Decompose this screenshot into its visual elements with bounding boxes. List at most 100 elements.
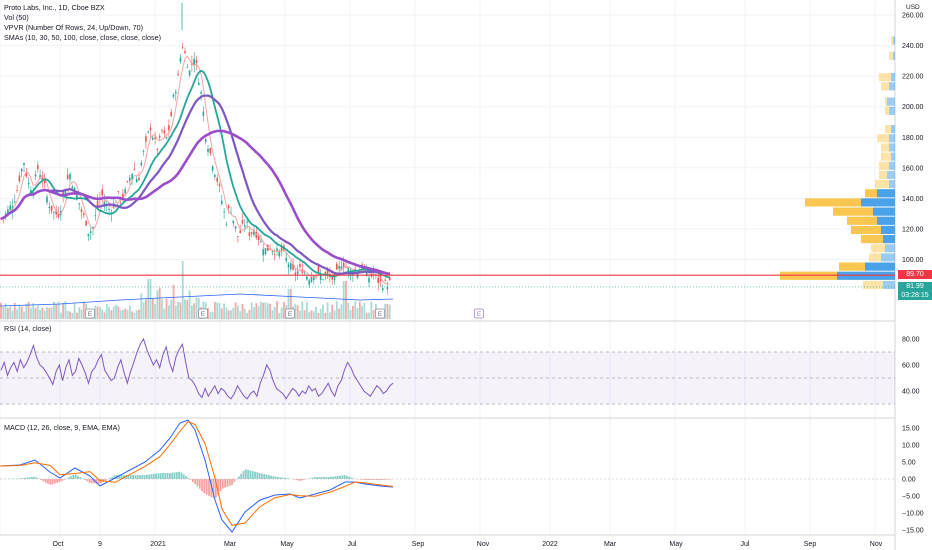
volume-bar <box>255 303 258 319</box>
volume-bar <box>119 310 122 319</box>
candle-body <box>248 232 251 236</box>
volume-bar <box>101 309 104 319</box>
candle-body <box>379 275 382 282</box>
macd-histogram-bar <box>233 479 236 483</box>
legend-macd[interactable]: MACD (12, 26, close, 9, EMA, EMA) <box>4 423 120 432</box>
volume-bar <box>331 304 334 319</box>
vp-up-bar <box>893 51 895 60</box>
candle-body <box>234 226 237 229</box>
y-tick-label: 160.00 <box>902 165 924 172</box>
candle-body <box>340 266 343 270</box>
macd-histogram-bar <box>125 475 128 479</box>
vp-down-bar <box>863 280 883 289</box>
earnings-marker: E <box>198 308 208 319</box>
macd-histogram-bar <box>129 475 132 479</box>
legend-rsi[interactable]: RSI (14, close) <box>4 324 52 333</box>
candle-body <box>78 203 80 205</box>
macd-legend: MACD (12, 26, close, 9, EMA, EMA) <box>4 423 120 433</box>
candle-body <box>324 272 327 275</box>
macd-histogram-bar <box>318 477 321 479</box>
candle-body <box>188 70 191 76</box>
volume-bar <box>154 303 156 319</box>
macd-histogram-bar <box>295 479 298 481</box>
macd-pane: 15.00 10.00 5.00 0.00 −5.00 −10.00 −15.00 <box>0 419 924 535</box>
sma-10-line <box>0 55 390 285</box>
macd-line <box>0 419 394 533</box>
macd-histogram-bar <box>348 476 351 479</box>
volume-bar <box>280 307 283 319</box>
volume-bar <box>368 312 370 319</box>
macd-histogram-bar <box>155 473 157 479</box>
macd-histogram-bar <box>244 469 247 479</box>
macd-histogram-bar <box>113 475 116 479</box>
candle-body <box>246 221 248 223</box>
volume-bar <box>322 304 324 319</box>
volume-bar <box>191 305 193 319</box>
volume-bar <box>57 301 60 319</box>
symbol-title[interactable]: Proto Labs, Inc., 1D, Cboe BZX <box>4 3 105 12</box>
candle-body <box>25 171 28 177</box>
volume-bar <box>253 307 255 319</box>
macd-histogram-bar <box>212 479 215 499</box>
vp-down-bar <box>833 207 873 216</box>
candle-body <box>122 193 124 199</box>
earnings-marker-box <box>474 308 484 319</box>
macd-histogram-bar <box>88 479 91 483</box>
volume-bar <box>32 303 35 319</box>
macd-histogram-bar <box>175 472 178 479</box>
macd-histogram-bar <box>267 475 270 479</box>
candle-body <box>23 163 25 165</box>
legend-vol[interactable]: Vol (50) <box>4 13 29 22</box>
volume-bar <box>363 302 366 319</box>
macd-histogram-bar <box>313 477 316 479</box>
candle-body <box>338 266 340 269</box>
vp-down-bar <box>881 143 889 152</box>
macd-histogram-bar <box>136 475 139 479</box>
legend-vpvr[interactable]: VPVR (Number Of Rows, 24, Up/Down, 70) <box>4 23 144 32</box>
candle-body <box>175 91 177 94</box>
vp-down-bar <box>879 161 889 170</box>
candle-body <box>239 230 241 233</box>
macd-histogram-bar <box>178 471 180 479</box>
volume-bar <box>181 261 184 319</box>
candle-body <box>354 268 356 270</box>
macd-histogram-bar <box>215 479 217 498</box>
candle-body <box>145 136 147 142</box>
macd-histogram-bar <box>293 479 295 480</box>
earnings-marker-label: E <box>378 311 383 318</box>
volume-bar <box>46 307 48 319</box>
legend-smas[interactable]: SMAs (10, 30, 50, 100, close, close, clo… <box>4 33 162 42</box>
macd-histogram-bar <box>376 479 378 480</box>
volume-bar <box>361 306 363 319</box>
y-tick-label: 120.00 <box>902 226 924 233</box>
macd-histogram-bar <box>31 476 33 479</box>
candle-body <box>221 200 223 204</box>
candle-body <box>253 229 255 236</box>
volume-bar <box>4 303 7 319</box>
vp-up-bar <box>873 207 895 216</box>
volume-bar <box>36 305 39 319</box>
volume-bar <box>18 304 21 319</box>
macd-histogram-bar <box>51 479 54 485</box>
volume-bar <box>161 299 163 319</box>
vp-up-bar <box>889 106 895 115</box>
x-tick-label: May <box>280 541 294 548</box>
macd-histogram-bar <box>265 474 268 479</box>
volume-bar <box>299 310 301 319</box>
y-tick-label: 140.00 <box>902 196 924 203</box>
candle-body <box>216 177 218 182</box>
candle-body <box>64 189 67 195</box>
last-price-tag: 81.99 03:28:15 <box>898 282 932 300</box>
macd-histogram-bar <box>173 472 176 479</box>
macd-histogram-bar <box>359 479 362 480</box>
macd-tick-label: 5.00 <box>902 460 916 467</box>
vp-up-bar <box>881 253 895 262</box>
candle-body <box>202 111 205 116</box>
volume-bar <box>71 312 74 319</box>
macd-histogram-bar <box>263 474 266 479</box>
macd-histogram-bar <box>343 475 346 479</box>
candle-body <box>89 231 92 233</box>
candle-body <box>50 205 53 212</box>
volume-bar <box>140 293 143 319</box>
